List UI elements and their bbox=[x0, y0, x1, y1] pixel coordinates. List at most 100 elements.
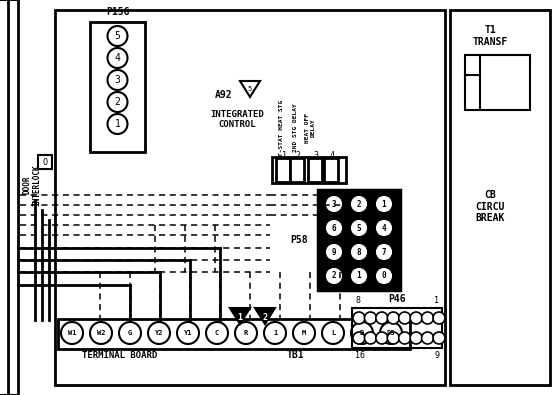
Text: 8: 8 bbox=[355, 296, 360, 305]
Text: HEAT OFF
DELAY: HEAT OFF DELAY bbox=[305, 113, 316, 143]
Circle shape bbox=[433, 312, 445, 324]
Text: 2ND STG DELAY: 2ND STG DELAY bbox=[293, 103, 298, 152]
Circle shape bbox=[264, 322, 286, 344]
Text: 1: 1 bbox=[115, 119, 120, 129]
Text: DS: DS bbox=[387, 330, 395, 336]
Text: W1: W1 bbox=[68, 330, 76, 336]
Bar bbox=[90, 22, 145, 152]
Bar bbox=[58, 319, 410, 349]
Text: R: R bbox=[244, 330, 248, 336]
Circle shape bbox=[377, 269, 392, 284]
Text: 1: 1 bbox=[357, 271, 361, 280]
Text: 3: 3 bbox=[332, 199, 336, 209]
Circle shape bbox=[326, 220, 341, 235]
Text: 5: 5 bbox=[248, 86, 252, 92]
Text: 4: 4 bbox=[330, 150, 335, 160]
Text: 1: 1 bbox=[273, 330, 277, 336]
Text: T1
TRANSF: T1 TRANSF bbox=[473, 25, 507, 47]
Circle shape bbox=[107, 26, 127, 46]
Text: 2: 2 bbox=[332, 271, 336, 280]
Text: T-STAT HEAT STG: T-STAT HEAT STG bbox=[279, 100, 284, 156]
Text: O: O bbox=[43, 158, 48, 167]
Circle shape bbox=[399, 312, 411, 324]
Bar bbox=[318, 190, 400, 290]
Text: DOOR
INTERLOCK: DOOR INTERLOCK bbox=[22, 164, 42, 206]
Text: G: G bbox=[128, 330, 132, 336]
Circle shape bbox=[235, 322, 257, 344]
Circle shape bbox=[422, 332, 434, 344]
Text: P46: P46 bbox=[388, 294, 406, 304]
Circle shape bbox=[410, 312, 422, 324]
Text: 1: 1 bbox=[281, 150, 286, 160]
Circle shape bbox=[61, 322, 83, 344]
Text: 0: 0 bbox=[382, 271, 386, 280]
Circle shape bbox=[322, 322, 344, 344]
Bar bbox=[450, 10, 550, 385]
Circle shape bbox=[350, 195, 368, 213]
Bar bbox=[324, 158, 338, 182]
Text: 9: 9 bbox=[434, 351, 439, 360]
Polygon shape bbox=[255, 308, 275, 324]
Text: 1: 1 bbox=[382, 199, 386, 209]
Circle shape bbox=[107, 70, 127, 90]
Circle shape bbox=[107, 114, 127, 134]
Circle shape bbox=[351, 269, 367, 284]
Bar bbox=[38, 155, 52, 169]
Text: 4: 4 bbox=[115, 53, 120, 63]
Text: 5: 5 bbox=[357, 224, 361, 233]
Polygon shape bbox=[230, 308, 250, 324]
Text: 6: 6 bbox=[332, 224, 336, 233]
Text: 8: 8 bbox=[357, 248, 361, 256]
Text: A92: A92 bbox=[215, 90, 233, 100]
Circle shape bbox=[107, 48, 127, 68]
Circle shape bbox=[107, 92, 127, 112]
Text: TERMINAL BOARD: TERMINAL BOARD bbox=[83, 350, 158, 359]
Circle shape bbox=[377, 220, 392, 235]
Text: 3: 3 bbox=[115, 75, 120, 85]
Circle shape bbox=[350, 219, 368, 237]
Circle shape bbox=[148, 322, 170, 344]
Text: 2: 2 bbox=[295, 150, 300, 160]
Text: Y1: Y1 bbox=[184, 330, 192, 336]
Text: L: L bbox=[331, 330, 335, 336]
Text: 1: 1 bbox=[434, 296, 439, 305]
Text: P58: P58 bbox=[290, 235, 308, 245]
Circle shape bbox=[375, 267, 393, 285]
Circle shape bbox=[206, 322, 228, 344]
Text: CB
CIRCU
BREAK: CB CIRCU BREAK bbox=[475, 190, 505, 223]
Circle shape bbox=[325, 267, 343, 285]
Text: W2: W2 bbox=[97, 330, 105, 336]
Circle shape bbox=[353, 332, 365, 344]
Text: P156: P156 bbox=[106, 7, 129, 17]
Circle shape bbox=[410, 332, 422, 344]
Text: 2: 2 bbox=[357, 199, 361, 209]
Circle shape bbox=[90, 322, 112, 344]
Text: D: D bbox=[360, 330, 364, 336]
Circle shape bbox=[326, 196, 341, 211]
Circle shape bbox=[433, 332, 445, 344]
Circle shape bbox=[351, 245, 367, 260]
Bar bbox=[465, 55, 530, 110]
Circle shape bbox=[380, 322, 402, 344]
Circle shape bbox=[387, 332, 399, 344]
Bar bbox=[272, 157, 346, 183]
Circle shape bbox=[293, 322, 315, 344]
Text: 7: 7 bbox=[382, 248, 386, 256]
Circle shape bbox=[375, 243, 393, 261]
Circle shape bbox=[353, 312, 365, 324]
Circle shape bbox=[351, 196, 367, 211]
Circle shape bbox=[399, 332, 411, 344]
Text: 2: 2 bbox=[115, 97, 120, 107]
Circle shape bbox=[422, 312, 434, 324]
Circle shape bbox=[177, 322, 199, 344]
Text: TB1: TB1 bbox=[286, 350, 304, 360]
Text: 4: 4 bbox=[382, 224, 386, 233]
Circle shape bbox=[351, 220, 367, 235]
Text: 9: 9 bbox=[332, 248, 336, 256]
Circle shape bbox=[387, 312, 399, 324]
Text: INTEGRATED
CONTROL: INTEGRATED CONTROL bbox=[210, 110, 264, 130]
Text: 16: 16 bbox=[355, 351, 365, 360]
Circle shape bbox=[377, 245, 392, 260]
Circle shape bbox=[350, 267, 368, 285]
Circle shape bbox=[350, 243, 368, 261]
